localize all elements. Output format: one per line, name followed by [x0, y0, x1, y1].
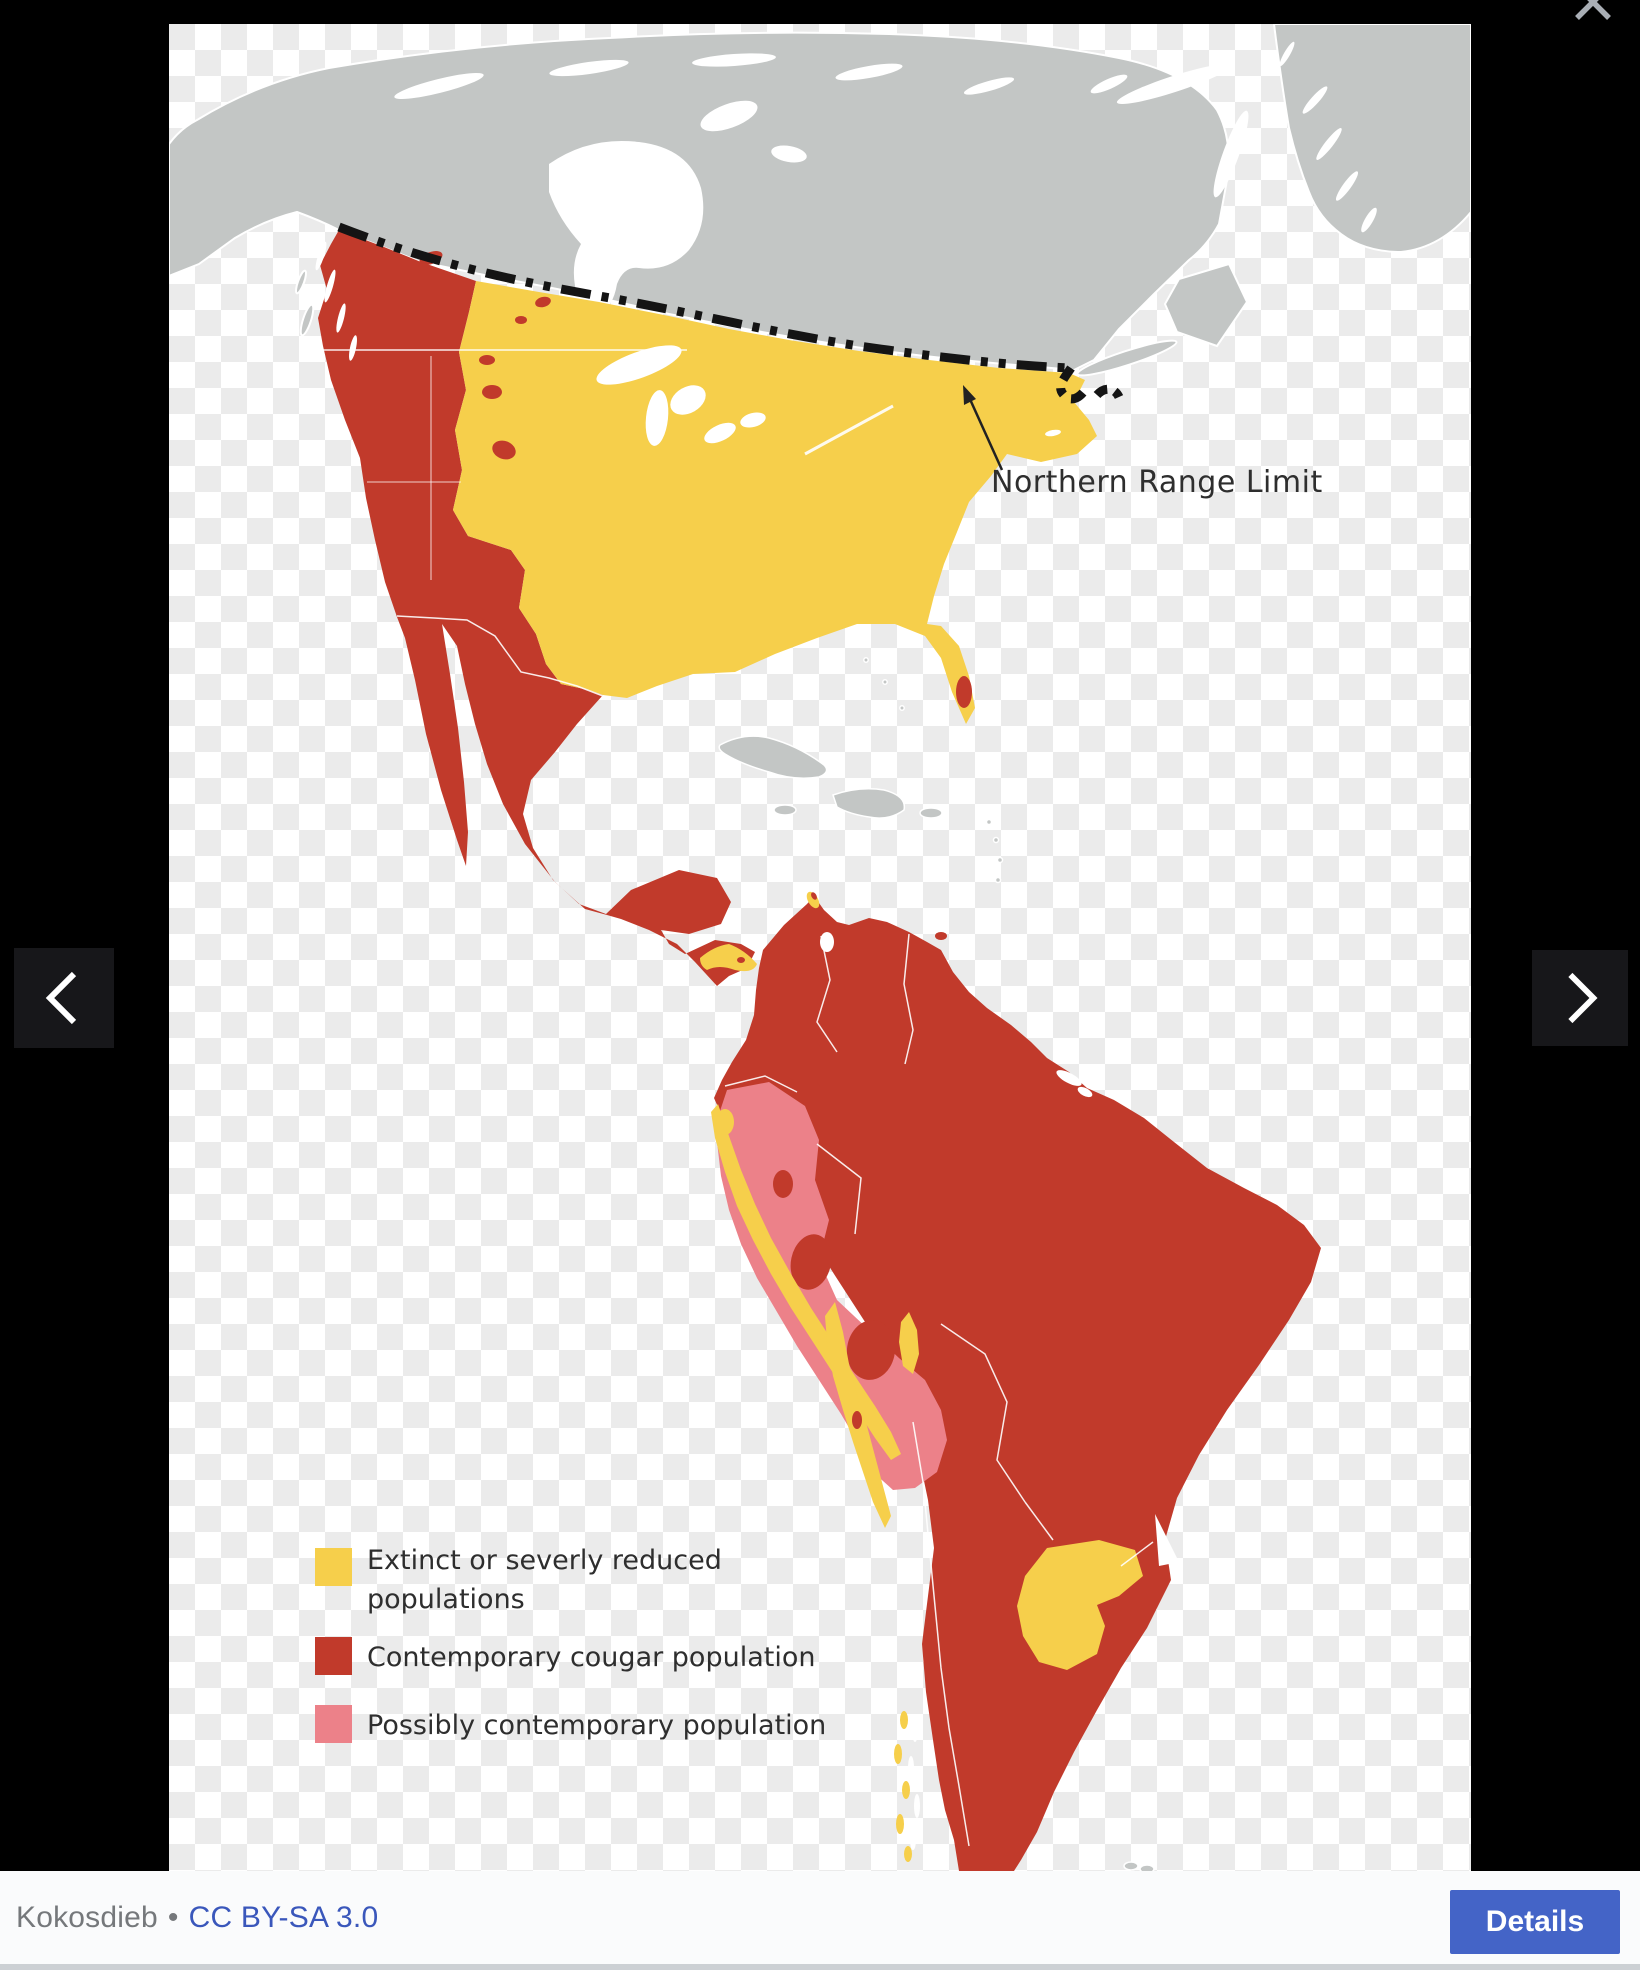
contemporary-range-south-america — [714, 896, 1321, 1871]
annotation: Northern Range Limit — [963, 385, 1323, 500]
attribution: Kokosdieb • CC BY-SA 3.0 — [16, 1901, 378, 1935]
great-lakes — [315, 241, 1061, 456]
contemporary-range-north-america — [318, 230, 755, 986]
argentina-extinct-patch — [1017, 1540, 1143, 1670]
annotation-label: Northern Range Limit — [991, 465, 1323, 500]
florida-panther-population — [956, 676, 972, 708]
annotation-arrowhead — [963, 385, 976, 405]
na-borders — [319, 349, 687, 697]
legend-label-extinct-line1: Extinct or severly reduced — [367, 1545, 722, 1576]
legend-label-extinct-line2: populations — [367, 1584, 525, 1615]
caribbean-islands — [718, 657, 1155, 1871]
legend-swatch-contemporary — [315, 1637, 352, 1675]
northern-range-limit-line — [337, 222, 1124, 404]
cougar-range-map: Northern Range Limit Extinct or severly … — [169, 24, 1471, 1871]
extinct-range-south-america — [700, 891, 1143, 1862]
map-legend: Extinct or severly reduced populations C… — [315, 1545, 826, 1743]
close-button[interactable] — [1571, 0, 1615, 24]
author-name: Kokosdieb — [16, 1900, 158, 1934]
legend-swatch-possible — [315, 1705, 352, 1743]
next-image-button[interactable] — [1532, 950, 1628, 1046]
sa-water-and-borders — [724, 932, 1179, 1850]
close-icon — [1575, 0, 1611, 20]
details-button[interactable]: Details — [1450, 1890, 1620, 1954]
attribution-separator: • — [167, 1900, 179, 1934]
viewer-footer: Kokosdieb • CC BY-SA 3.0 Details — [0, 1871, 1640, 1970]
license-link[interactable]: CC BY-SA 3.0 — [188, 1900, 379, 1934]
previous-image-button[interactable] — [14, 948, 114, 1048]
panama-extinct-patch — [700, 944, 757, 972]
arctic-waterways — [394, 41, 1377, 312]
map-image: Northern Range Limit Extinct or severly … — [169, 24, 1471, 1871]
annotation-arrow-line — [967, 396, 1004, 471]
legend-label-contemporary: Contemporary cougar population — [367, 1642, 815, 1673]
possible-range-andes — [717, 1082, 947, 1490]
legend-label-possible: Possibly contemporary population — [367, 1710, 826, 1741]
legend-swatch-extinct — [315, 1548, 352, 1586]
chevron-left-icon — [45, 971, 77, 1025]
chevron-right-icon — [1568, 972, 1598, 1024]
